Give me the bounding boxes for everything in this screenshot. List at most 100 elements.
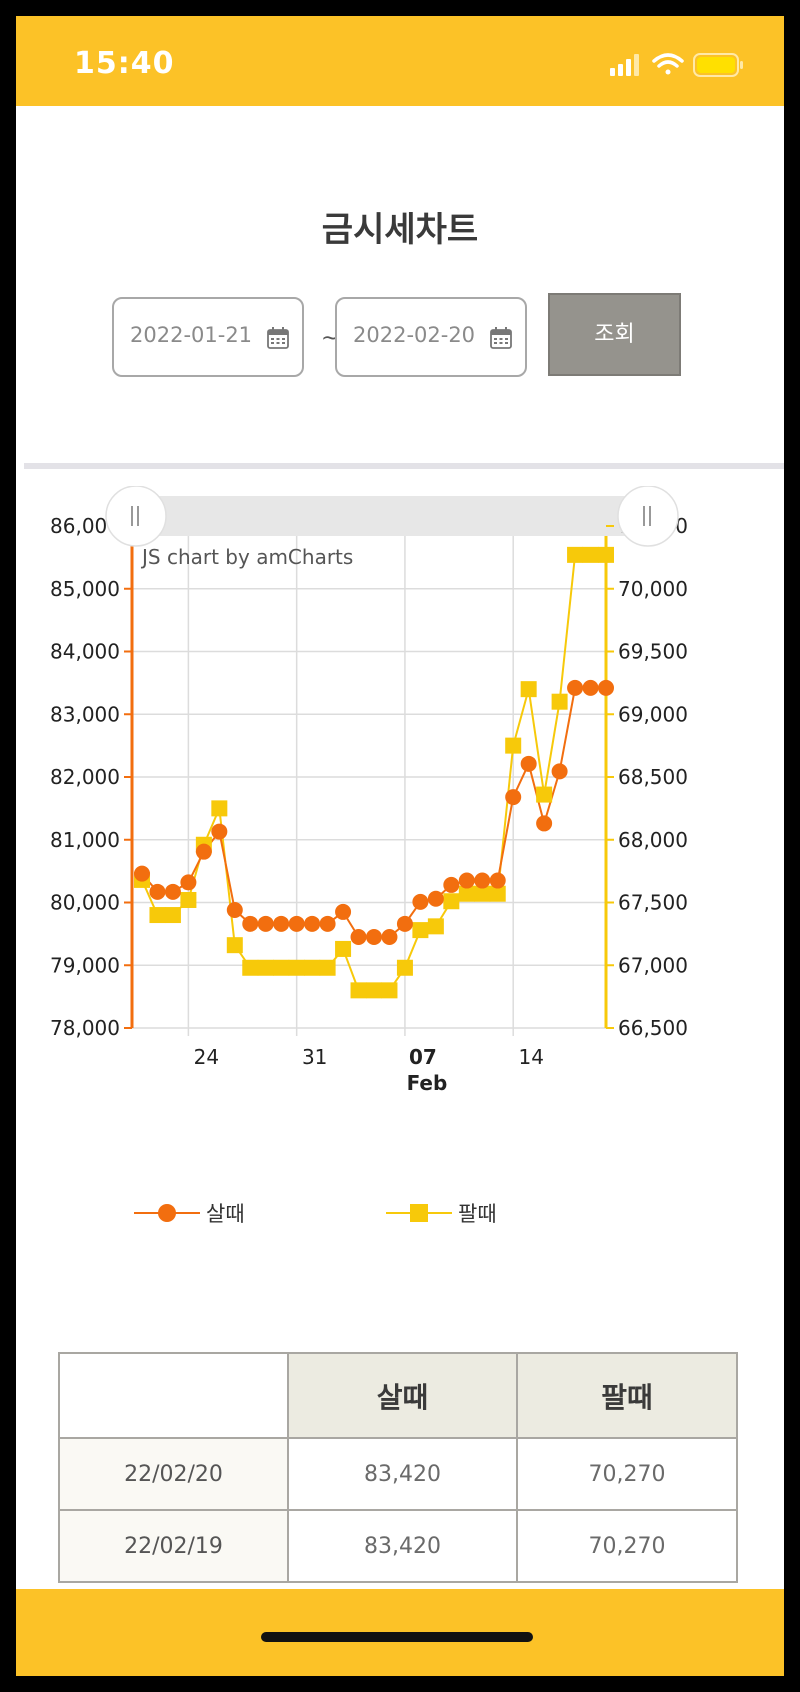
buy-point[interactable] bbox=[489, 872, 506, 889]
buy-point[interactable] bbox=[134, 865, 150, 882]
buy-point[interactable] bbox=[288, 915, 305, 932]
sell-point[interactable] bbox=[350, 982, 367, 999]
sell-point[interactable] bbox=[396, 959, 413, 976]
buy-point[interactable] bbox=[381, 929, 398, 946]
buy-point[interactable] bbox=[458, 872, 475, 889]
sell-point[interactable] bbox=[474, 885, 491, 902]
x-tick-label: 14 bbox=[518, 1045, 543, 1069]
sell-point[interactable] bbox=[443, 893, 460, 910]
buy-point[interactable] bbox=[598, 679, 614, 696]
buy-point[interactable] bbox=[180, 874, 197, 891]
buy-point[interactable] bbox=[304, 915, 321, 932]
row-date: 22/02/19 bbox=[58, 1509, 289, 1583]
sell-point[interactable] bbox=[149, 907, 166, 924]
row-buy-price: 83,420 bbox=[287, 1437, 518, 1511]
sell-point[interactable] bbox=[458, 885, 475, 902]
y-right-tick-label: 69,000 bbox=[618, 702, 688, 726]
buy-point[interactable] bbox=[536, 815, 553, 832]
chart-series-lines bbox=[141, 553, 606, 992]
scrollbar-track[interactable] bbox=[148, 496, 636, 536]
sell-point[interactable] bbox=[567, 546, 584, 563]
sell-point[interactable] bbox=[536, 786, 553, 803]
sell-point[interactable] bbox=[505, 737, 522, 754]
sell-point[interactable] bbox=[304, 959, 321, 976]
row-sell-price: 70,270 bbox=[516, 1437, 738, 1511]
buy-point[interactable] bbox=[443, 876, 460, 893]
buy-point[interactable] bbox=[350, 929, 367, 946]
legend-sell-label: 팔때 bbox=[458, 1202, 497, 1226]
sell-point[interactable] bbox=[273, 959, 290, 976]
page-title: 금시세차트 bbox=[321, 210, 479, 250]
sell-point[interactable] bbox=[427, 918, 444, 935]
buy-point[interactable] bbox=[149, 883, 166, 900]
date-range-separator: ~ bbox=[321, 326, 340, 351]
status-time: 15:40 bbox=[74, 46, 175, 81]
sell-point[interactable] bbox=[551, 693, 568, 710]
y-right-tick-label: 70,000 bbox=[618, 577, 688, 601]
table-header-empty bbox=[58, 1352, 289, 1439]
buy-point[interactable] bbox=[520, 755, 537, 772]
price-table: 살때 팔때 22/02/20 83,420 70,270 22/02/19 83… bbox=[58, 1352, 738, 1583]
buy-point[interactable] bbox=[273, 915, 290, 932]
sell-point[interactable] bbox=[180, 891, 197, 908]
scrollbar-end-grip[interactable] bbox=[617, 486, 679, 547]
buy-point[interactable] bbox=[474, 872, 491, 889]
sell-point[interactable] bbox=[412, 922, 429, 939]
buy-point[interactable] bbox=[505, 789, 522, 806]
start-date-input[interactable]: 2022-01-21 bbox=[112, 297, 304, 377]
table-row: 22/02/20 83,420 70,270 bbox=[58, 1437, 738, 1511]
sell-point[interactable] bbox=[335, 940, 352, 957]
y-left-tick-label: 85,000 bbox=[50, 577, 120, 601]
y-right-tick-label: 67,500 bbox=[618, 891, 688, 915]
buy-point[interactable] bbox=[551, 763, 568, 780]
sell-point[interactable] bbox=[381, 982, 398, 999]
table-header-buy: 살때 bbox=[287, 1352, 518, 1439]
x-tick-sublabel: Feb bbox=[407, 1071, 448, 1095]
sell-point[interactable] bbox=[366, 982, 382, 999]
buy-point[interactable] bbox=[242, 915, 259, 932]
sell-point[interactable] bbox=[489, 885, 506, 902]
row-sell-price: 70,270 bbox=[516, 1509, 738, 1583]
calendar-icon[interactable] bbox=[266, 326, 290, 350]
legend-item-buy[interactable]: 살때 bbox=[134, 1196, 334, 1230]
buy-point[interactable] bbox=[195, 843, 212, 860]
calendar-icon[interactable] bbox=[489, 326, 513, 350]
query-button[interactable]: 조회 bbox=[548, 293, 681, 376]
legend-buy-marker bbox=[134, 1204, 200, 1222]
sell-point[interactable] bbox=[211, 800, 228, 817]
legend-sell-marker bbox=[386, 1204, 452, 1222]
sell-point[interactable] bbox=[164, 907, 181, 924]
sell-point[interactable] bbox=[242, 959, 259, 976]
sell-point[interactable] bbox=[582, 546, 599, 563]
buy-point[interactable] bbox=[412, 893, 429, 910]
home-indicator[interactable] bbox=[261, 1632, 533, 1642]
sell-point[interactable] bbox=[226, 937, 243, 954]
row-buy-price: 83,420 bbox=[287, 1509, 518, 1583]
sell-point[interactable] bbox=[520, 681, 537, 698]
scrollbar-start-grip[interactable] bbox=[105, 486, 167, 547]
buy-point[interactable] bbox=[396, 915, 413, 932]
sell-point[interactable] bbox=[319, 959, 336, 976]
legend-item-sell[interactable]: 팔때 bbox=[386, 1196, 586, 1230]
y-right-tick-label: 68,000 bbox=[618, 828, 688, 852]
buy-point[interactable] bbox=[567, 679, 584, 696]
buy-point[interactable] bbox=[335, 903, 352, 920]
sell-point[interactable] bbox=[598, 546, 614, 563]
sell-point[interactable] bbox=[288, 959, 305, 976]
buy-point[interactable] bbox=[211, 823, 228, 840]
y-right-tick-label: 68,500 bbox=[618, 765, 688, 789]
buy-point[interactable] bbox=[319, 915, 336, 932]
battery-icon bbox=[693, 53, 743, 77]
home-indicator-bar bbox=[16, 1589, 784, 1676]
buy-point[interactable] bbox=[257, 915, 274, 932]
table-header-row: 살때 팔때 bbox=[58, 1352, 738, 1439]
buy-point[interactable] bbox=[366, 929, 382, 946]
buy-point[interactable] bbox=[164, 883, 181, 900]
buy-point[interactable] bbox=[582, 679, 599, 696]
sell-point[interactable] bbox=[257, 959, 274, 976]
end-date-input[interactable]: 2022-02-20 bbox=[335, 297, 527, 377]
buy-point[interactable] bbox=[226, 902, 243, 919]
buy-point[interactable] bbox=[427, 890, 444, 907]
section-divider bbox=[24, 463, 784, 469]
end-date-value: 2022-02-20 bbox=[353, 323, 476, 347]
